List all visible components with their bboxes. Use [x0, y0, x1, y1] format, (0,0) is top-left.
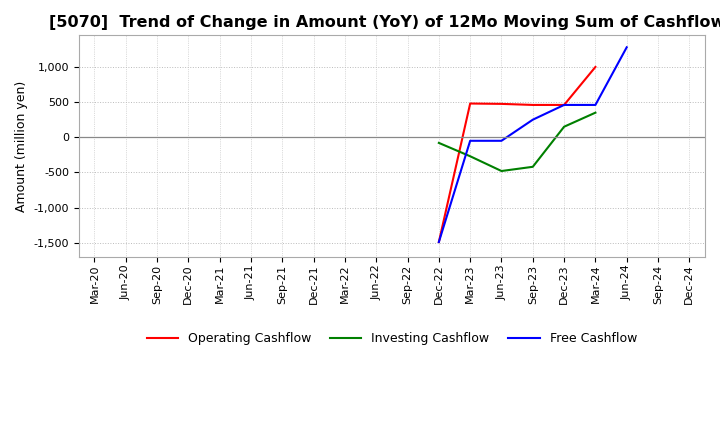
Investing Cashflow	[435, 140, 444, 146]
Investing Cashflow	[497, 169, 505, 174]
Investing Cashflow	[466, 154, 474, 159]
Line: Investing Cashflow: Investing Cashflow	[439, 113, 595, 171]
Free Cashflow	[622, 44, 631, 50]
Free Cashflow	[528, 117, 537, 122]
Operating Cashflow	[528, 102, 537, 107]
Free Cashflow	[591, 102, 600, 107]
Free Cashflow	[435, 239, 444, 245]
Operating Cashflow	[435, 239, 444, 245]
Operating Cashflow	[591, 64, 600, 70]
Free Cashflow	[559, 102, 568, 107]
Operating Cashflow	[559, 102, 568, 107]
Legend: Operating Cashflow, Investing Cashflow, Free Cashflow: Operating Cashflow, Investing Cashflow, …	[142, 327, 642, 350]
Line: Operating Cashflow: Operating Cashflow	[439, 67, 595, 242]
Line: Free Cashflow: Free Cashflow	[439, 47, 626, 242]
Operating Cashflow	[466, 101, 474, 106]
Investing Cashflow	[528, 164, 537, 169]
Free Cashflow	[497, 138, 505, 143]
Y-axis label: Amount (million yen): Amount (million yen)	[15, 81, 28, 212]
Free Cashflow	[466, 138, 474, 143]
Title: [5070]  Trend of Change in Amount (YoY) of 12Mo Moving Sum of Cashflows: [5070] Trend of Change in Amount (YoY) o…	[49, 15, 720, 30]
Operating Cashflow	[497, 101, 505, 106]
Investing Cashflow	[559, 124, 568, 129]
Investing Cashflow	[591, 110, 600, 115]
